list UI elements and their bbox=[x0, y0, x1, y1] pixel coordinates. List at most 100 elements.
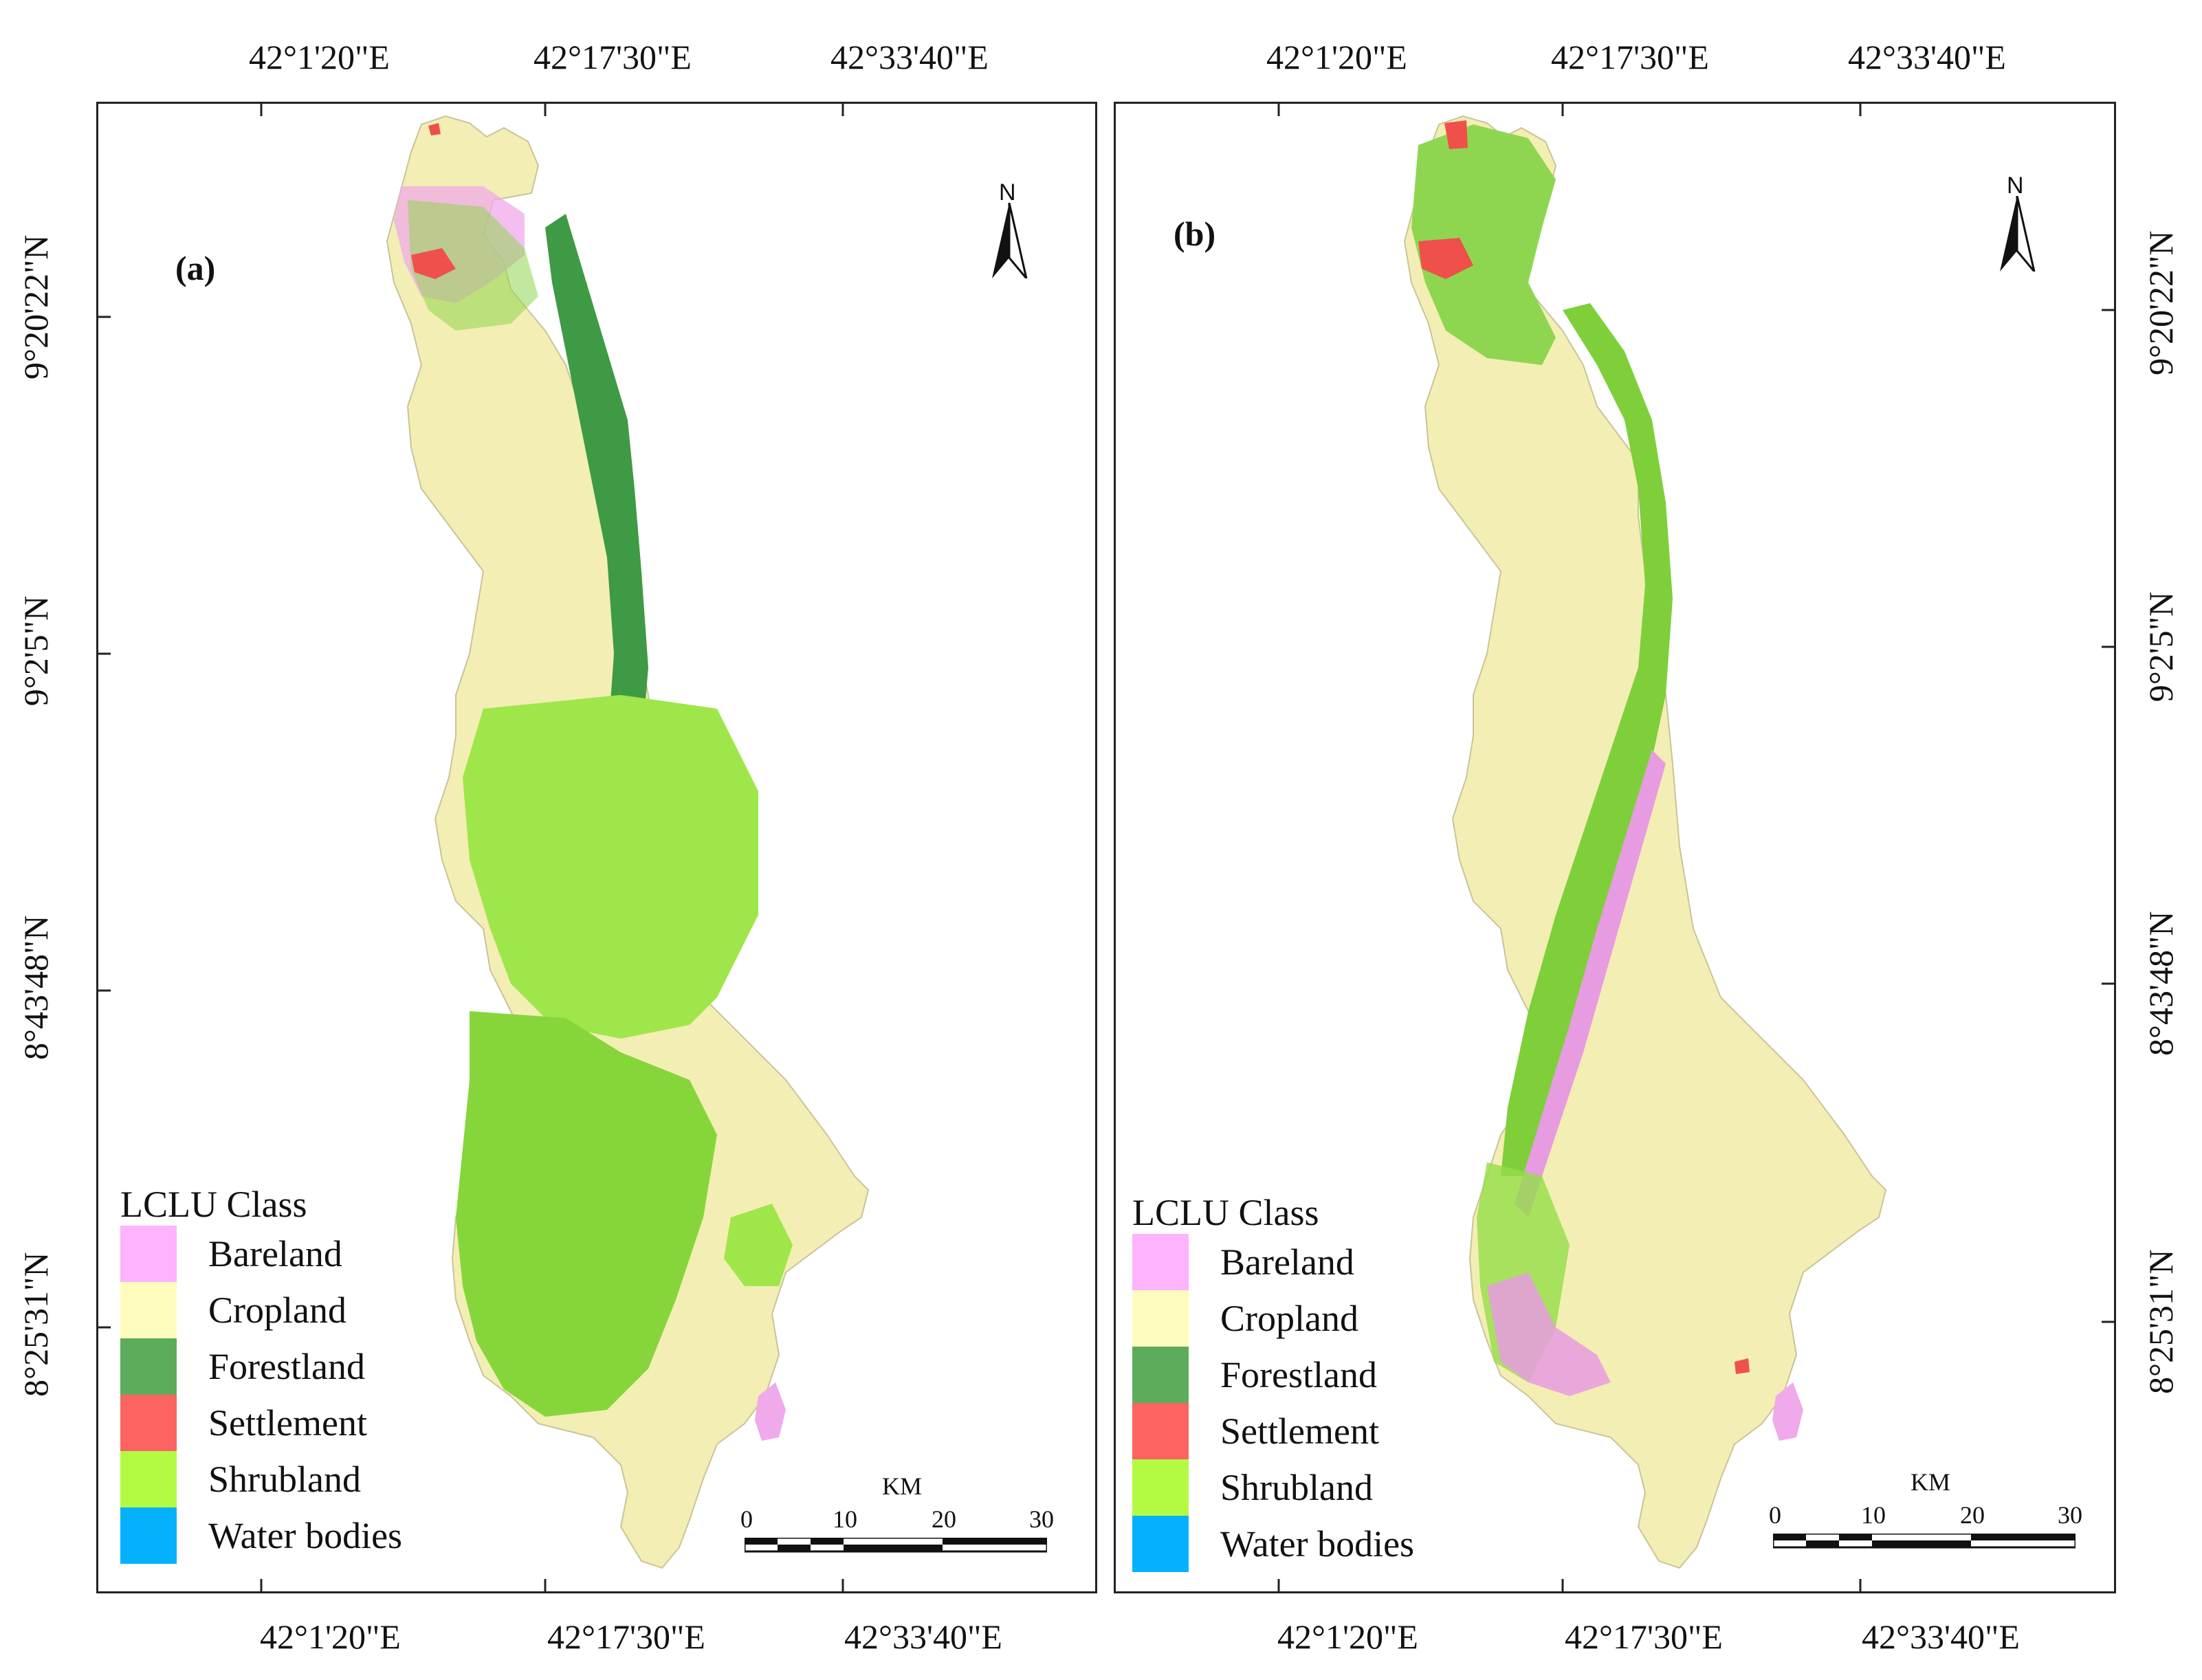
scale-tick-b-0: 0 bbox=[1769, 1501, 1781, 1529]
north-label-b: N bbox=[2007, 173, 2024, 199]
top-tick-label-b-3: 42°33'40"E bbox=[1848, 38, 2006, 76]
side-tick-label-b-3: 8°43'48"N bbox=[2142, 911, 2180, 1056]
top-tick-label-b-2: 42°17'30"E bbox=[1551, 38, 1709, 76]
settlement-north-b bbox=[1444, 120, 1468, 149]
top-tick-label-a-3: 42°33'40"E bbox=[830, 38, 989, 76]
north-arrow-icon bbox=[2000, 196, 2036, 272]
legend-label-shrubland: Shrubland bbox=[1220, 1467, 1373, 1508]
legend-swatch-settlement bbox=[120, 1395, 177, 1451]
bareland-ribbon-b bbox=[1515, 750, 1666, 1217]
legend-item-b-cropland: Cropland bbox=[1132, 1290, 1517, 1347]
legend-item-a-forestland: Forestland bbox=[120, 1338, 505, 1395]
top-tick-label-a-1: 42°1'20"E bbox=[249, 38, 390, 76]
map-frame-b: (b) N LCLU Class Bareland Cropland Fores… bbox=[1114, 102, 2116, 1593]
panel-label-a: (a) bbox=[175, 249, 216, 287]
legend-title-a: LCLU Class bbox=[120, 1184, 307, 1225]
map-canvas-b bbox=[1277, 104, 2114, 1591]
side-tick-label-a-1: 9°20'22"N bbox=[16, 234, 55, 379]
scale-tick-a-20: 20 bbox=[932, 1505, 956, 1533]
legend-item-a-settlement: Settlement bbox=[120, 1395, 505, 1451]
legend-swatch-cropland bbox=[1132, 1290, 1189, 1347]
shrubland-south-a bbox=[456, 1011, 717, 1417]
bottom-tick-label-a-2: 42°17'30"E bbox=[547, 1617, 705, 1656]
legend-swatch-cropland bbox=[120, 1282, 177, 1338]
bottom-tick-label-b-2: 42°17'30"E bbox=[1565, 1617, 1723, 1656]
side-tick-label-a-4: 8°25'31"N bbox=[16, 1252, 55, 1397]
legend-item-b-settlement: Settlement bbox=[1132, 1403, 1517, 1459]
north-arrow-a: N bbox=[978, 179, 1040, 278]
panel-label-b: (b) bbox=[1174, 214, 1216, 253]
legend-swatch-settlement bbox=[1132, 1403, 1189, 1459]
scale-tick-a-30: 30 bbox=[1029, 1505, 1054, 1533]
legend-swatch-forestland bbox=[120, 1338, 177, 1395]
legend-item-b-bareland: Bareland bbox=[1132, 1234, 1517, 1290]
shrub-corridor-b bbox=[1501, 303, 1673, 1176]
side-tick-label-a-2: 9°2'5"N bbox=[16, 595, 55, 707]
legend-item-b-forestland: Forestland bbox=[1132, 1347, 1517, 1403]
legend-swatch-water bbox=[1132, 1516, 1189, 1572]
legend-label-settlement: Settlement bbox=[1220, 1411, 1379, 1452]
legend-label-forestland: Forestland bbox=[1220, 1354, 1377, 1395]
top-tick-label-a-2: 42°17'30"E bbox=[533, 38, 692, 76]
north-arrow-icon bbox=[992, 203, 1028, 278]
legend-label-settlement: Settlement bbox=[208, 1402, 367, 1444]
legend-swatch-forestland bbox=[1132, 1347, 1189, 1403]
scale-unit-b: KM bbox=[1911, 1468, 1951, 1496]
legend-label-water: Water bodies bbox=[208, 1515, 403, 1556]
shrubland-north-b bbox=[1411, 124, 1556, 365]
legend-item-b-shrubland: Shrubland bbox=[1132, 1459, 1517, 1516]
scale-tick-b-20: 20 bbox=[1960, 1501, 1985, 1529]
top-tick-label-b-1: 42°1'20"E bbox=[1266, 38, 1407, 76]
north-label-a: N bbox=[999, 179, 1016, 206]
map-frame-a: (a) N LCLU Class Bareland Cropland Fores… bbox=[96, 102, 1097, 1593]
scale-tick-b-30: 30 bbox=[2058, 1501, 2082, 1529]
legend-swatch-water bbox=[120, 1507, 177, 1564]
legend-swatch-bareland bbox=[120, 1226, 177, 1282]
legend-label-cropland: Cropland bbox=[208, 1290, 346, 1331]
scale-bar-graphic-a bbox=[745, 1538, 1047, 1553]
bottom-tick-label-b-3: 42°33'40"E bbox=[1862, 1617, 2020, 1656]
scale-bar-b: KM 0 10 20 30 bbox=[1769, 1468, 2103, 1557]
legend-item-b-water: Water bodies bbox=[1132, 1516, 1517, 1572]
scale-tick-b-10: 10 bbox=[1861, 1501, 1886, 1529]
shrubland-central-a bbox=[463, 695, 758, 1039]
side-tick-label-b-4: 8°25'31"N bbox=[2142, 1249, 2180, 1394]
legend-a: LCLU Class Bareland Cropland Forestland … bbox=[120, 1183, 505, 1568]
bareland-south-a bbox=[755, 1382, 786, 1441]
settlement-patch-a bbox=[411, 248, 456, 279]
scale-tick-a-0: 0 bbox=[740, 1505, 753, 1533]
legend-item-a-water: Water bodies bbox=[120, 1507, 505, 1564]
scale-unit-a: KM bbox=[882, 1472, 923, 1500]
scale-bar-a: KM 0 10 20 30 bbox=[740, 1472, 1075, 1561]
settlement-dot-a bbox=[428, 123, 441, 135]
bottom-tick-label-b-1: 42°1'20"E bbox=[1277, 1617, 1418, 1656]
shrubland-southeast-a bbox=[724, 1204, 793, 1286]
bottom-tick-label-a-1: 42°1'20"E bbox=[260, 1617, 401, 1656]
legend-label-cropland: Cropland bbox=[1220, 1298, 1358, 1339]
map-canvas-a bbox=[98, 104, 870, 1591]
bottom-tick-label-a-3: 42°33'40"E bbox=[844, 1617, 1002, 1656]
side-tick-label-b-1: 9°20'22"N bbox=[2142, 230, 2180, 375]
legend-label-forestland: Forestland bbox=[208, 1346, 365, 1387]
legend-title-b: LCLU Class bbox=[1132, 1192, 1319, 1233]
legend-swatch-shrubland bbox=[1132, 1459, 1189, 1516]
legend-b: LCLU Class Bareland Cropland Forestland … bbox=[1132, 1191, 1517, 1576]
bareland-southwest-b bbox=[1487, 1272, 1611, 1396]
legend-swatch-shrubland bbox=[120, 1451, 177, 1507]
legend-label-bareland: Bareland bbox=[1220, 1241, 1354, 1283]
scale-bar-graphic-b bbox=[1773, 1534, 2076, 1549]
legend-label-shrubland: Shrubland bbox=[208, 1459, 361, 1500]
legend-item-a-shrubland: Shrubland bbox=[120, 1451, 505, 1507]
legend-item-a-cropland: Cropland bbox=[120, 1282, 505, 1338]
side-tick-label-b-2: 9°2'5"N bbox=[2142, 591, 2180, 703]
shrubland-north-a bbox=[408, 200, 538, 331]
side-tick-label-a-3: 8°43'48"N bbox=[16, 915, 55, 1060]
settlement-patch-b bbox=[1418, 238, 1473, 279]
legend-item-a-bareland: Bareland bbox=[120, 1226, 505, 1282]
north-arrow-b: N bbox=[1986, 173, 2048, 272]
bareland-south-b bbox=[1772, 1382, 1803, 1441]
settlement-east-b bbox=[1735, 1358, 1750, 1374]
legend-label-bareland: Bareland bbox=[208, 1233, 342, 1274]
legend-swatch-bareland bbox=[1132, 1234, 1189, 1290]
legend-label-water: Water bodies bbox=[1220, 1523, 1415, 1565]
